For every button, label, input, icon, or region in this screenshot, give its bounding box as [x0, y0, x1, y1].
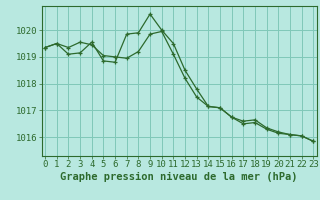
X-axis label: Graphe pression niveau de la mer (hPa): Graphe pression niveau de la mer (hPa) — [60, 172, 298, 182]
